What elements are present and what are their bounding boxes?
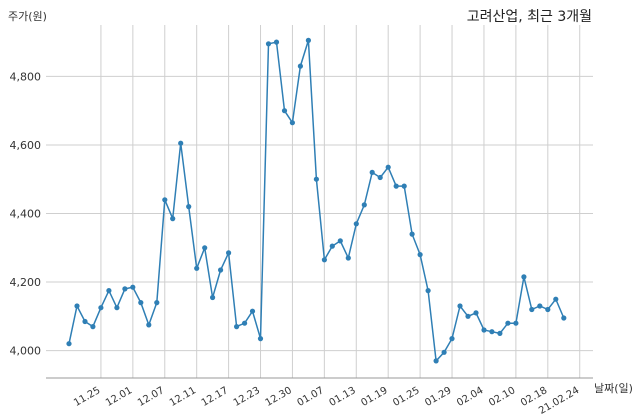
data-point bbox=[297, 63, 303, 69]
data-point bbox=[425, 288, 431, 294]
data-point bbox=[305, 37, 311, 44]
data-point bbox=[138, 300, 144, 306]
x-tick-label: 01.19 bbox=[359, 385, 389, 409]
data-point bbox=[521, 274, 527, 280]
x-tick-label: 11.25 bbox=[72, 385, 102, 409]
x-tick-label: 12.23 bbox=[232, 385, 262, 409]
x-tick-label: 12.30 bbox=[264, 385, 294, 409]
data-point bbox=[561, 315, 567, 321]
data-point bbox=[186, 204, 192, 210]
x-tick-label: 12.17 bbox=[200, 385, 230, 409]
data-point bbox=[82, 318, 88, 325]
data-point bbox=[345, 255, 351, 261]
data-point bbox=[234, 324, 240, 330]
data-point bbox=[313, 176, 319, 182]
data-point bbox=[481, 327, 487, 333]
data-point bbox=[513, 320, 519, 326]
data-point bbox=[393, 183, 399, 189]
data-point bbox=[553, 296, 559, 302]
y-tick-label: 4,400 bbox=[10, 207, 42, 220]
data-point bbox=[130, 284, 136, 290]
x-tick-label: 01.25 bbox=[391, 385, 421, 409]
data-point bbox=[289, 120, 295, 126]
data-point bbox=[321, 257, 327, 263]
data-point bbox=[449, 336, 455, 342]
y-tick-label: 4,800 bbox=[10, 70, 42, 83]
y-tick-label: 4,200 bbox=[10, 276, 42, 289]
x-tick-label: 12.07 bbox=[136, 385, 166, 409]
data-point bbox=[242, 320, 248, 326]
y-tick-label: 4,000 bbox=[10, 345, 42, 358]
y-axis-label: 주가(원) bbox=[8, 10, 47, 23]
x-tick-label: 01.29 bbox=[423, 385, 453, 409]
data-point bbox=[74, 303, 80, 309]
x-tick-label: 01.07 bbox=[296, 385, 326, 409]
data-point bbox=[218, 267, 224, 273]
x-tick-label: 12.01 bbox=[104, 385, 134, 409]
chart-title: 고려산업, 최근 3개월 bbox=[466, 9, 592, 25]
data-point bbox=[66, 341, 72, 347]
data-point bbox=[353, 221, 359, 227]
data-point bbox=[281, 108, 288, 114]
data-point bbox=[497, 330, 503, 336]
data-point bbox=[537, 303, 543, 309]
data-point bbox=[401, 183, 407, 189]
x-tick-label: 02.10 bbox=[487, 385, 517, 409]
data-point bbox=[529, 306, 535, 313]
data-point bbox=[385, 164, 391, 170]
data-point bbox=[265, 41, 272, 47]
data-point bbox=[98, 305, 104, 311]
data-point bbox=[257, 336, 264, 342]
x-tick-label: 02.04 bbox=[455, 385, 485, 409]
series-line bbox=[68, 40, 565, 363]
data-point bbox=[433, 358, 439, 364]
x-axis-label: 날짜(일) bbox=[594, 382, 633, 395]
data-point bbox=[226, 250, 232, 256]
data-point bbox=[441, 349, 447, 355]
data-point bbox=[154, 300, 160, 306]
data-point bbox=[409, 231, 415, 237]
data-point bbox=[473, 310, 479, 316]
data-point bbox=[90, 324, 96, 330]
data-point bbox=[457, 303, 463, 309]
data-point bbox=[369, 169, 375, 175]
data-point bbox=[361, 202, 367, 208]
data-point bbox=[329, 243, 335, 249]
x-tick-label: 01.13 bbox=[327, 385, 357, 409]
data-point bbox=[273, 39, 280, 45]
y-tick-label: 4,600 bbox=[10, 139, 42, 152]
data-point bbox=[194, 265, 200, 271]
data-point bbox=[249, 308, 256, 314]
data-point bbox=[122, 286, 128, 292]
data-point bbox=[377, 174, 383, 181]
data-point bbox=[417, 252, 423, 258]
data-point bbox=[170, 216, 176, 222]
data-point bbox=[202, 245, 208, 251]
data-point bbox=[114, 305, 120, 311]
data-point bbox=[465, 313, 471, 319]
data-point bbox=[210, 294, 216, 301]
data-point bbox=[146, 322, 152, 328]
data-point bbox=[545, 306, 551, 313]
data-point bbox=[178, 140, 184, 146]
data-point bbox=[106, 288, 112, 294]
data-point bbox=[337, 238, 343, 244]
x-tick-label: 12.11 bbox=[168, 385, 198, 409]
data-point bbox=[162, 197, 168, 203]
data-point bbox=[489, 329, 495, 335]
data-point bbox=[505, 320, 511, 326]
